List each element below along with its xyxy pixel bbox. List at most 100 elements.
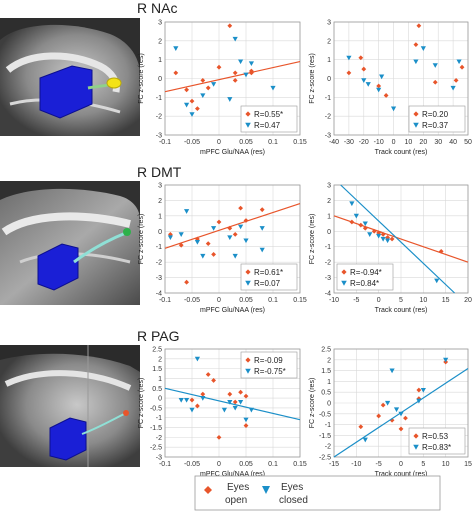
y-tick-label: -2.5 [150, 445, 162, 452]
x-tick-label: -0.05 [184, 139, 200, 146]
y-tick-label: -0.5 [150, 405, 162, 412]
r-value-open: R=-0.94* [350, 268, 382, 277]
scatter-pag-track: -15 -10 -5 0 5 10 15 -2.5 -2 -1.5 -1 -0.5 0 0.5 1 1.5 2 2… [309, 347, 472, 479]
point-closed [385, 400, 391, 406]
y-tick-label: -2 [325, 444, 331, 451]
point-open [173, 70, 179, 76]
y-tick-label: 0 [158, 229, 162, 236]
point-closed [178, 397, 184, 403]
x-axis-label: mPFC Glu/NAA (res) [200, 149, 265, 156]
y-tick-label: 1.5 [152, 366, 162, 373]
x-axis-label: Track count (res) [375, 471, 428, 478]
point-closed [211, 82, 217, 87]
point-closed [389, 368, 395, 374]
r-legend-marker-open [245, 357, 251, 363]
point-open [216, 64, 222, 70]
brain-image-pag [0, 345, 140, 467]
point-closed [189, 112, 195, 117]
y-tick-label: -1 [325, 95, 331, 102]
y-tick-label: -2 [156, 114, 162, 121]
point-open [432, 79, 438, 85]
point-open [403, 415, 408, 421]
point-open [211, 252, 216, 257]
plot-frame [164, 184, 301, 294]
point-closed [379, 74, 385, 80]
point-open [453, 77, 459, 83]
y-tick-label: -1 [156, 95, 162, 102]
r-value-closed: R=0.83* [422, 443, 451, 452]
point-open [227, 391, 233, 397]
point-closed [398, 411, 404, 417]
point-closed [443, 357, 449, 363]
point-open [189, 98, 195, 104]
brain-image-nac [0, 18, 140, 136]
x-tick-label: 30 [434, 139, 442, 146]
point-open [200, 391, 206, 397]
r-value-closed: R=0.37 [422, 121, 449, 130]
point-open [358, 55, 364, 61]
r-value-open: R=0.61* [254, 268, 283, 277]
point-closed [362, 437, 368, 443]
point-open [243, 423, 249, 428]
point-closed [259, 226, 265, 231]
x-tick-label: -20 [359, 139, 369, 146]
r-value-open: R=0.20 [422, 110, 449, 119]
point-closed [189, 407, 195, 413]
pag-roi-icon [123, 410, 129, 416]
legend-label-open-1: Eyes [227, 482, 249, 493]
legend-marker-closed [262, 486, 270, 494]
y-tick-label: 1.5 [321, 368, 331, 375]
r-legend-box [408, 105, 466, 133]
point-closed [238, 399, 244, 405]
y-tick-label: -3 [325, 275, 331, 282]
point-closed [434, 278, 440, 284]
roi-cube-icon [49, 417, 87, 461]
r-legend-marker-open [245, 111, 251, 117]
point-closed [413, 59, 419, 65]
point-open [232, 231, 238, 237]
r-legend-marker-closed [245, 368, 251, 374]
point-open [398, 426, 404, 432]
row-title-nac: R NAc [137, 0, 177, 16]
point-closed [200, 396, 206, 401]
x-tick-label: 10 [419, 297, 427, 304]
r-legend-box [240, 105, 298, 133]
point-closed [194, 356, 200, 362]
point-closed [385, 238, 391, 244]
point-closed [365, 82, 371, 87]
point-closed [450, 85, 456, 91]
y-tick-label: 3 [327, 183, 331, 190]
y-tick-label: 2 [158, 198, 162, 205]
point-closed [349, 201, 355, 207]
x-tick-label: 0 [217, 139, 221, 146]
x-tick-label: 0 [377, 297, 381, 304]
point-open [232, 70, 238, 76]
x-axis-label: Track count (res) [375, 307, 428, 314]
point-open [205, 372, 211, 377]
roi-cube-icon [39, 65, 93, 119]
y-tick-label: 1 [158, 57, 162, 64]
point-open [358, 424, 364, 430]
x-axis-label: mPFC Glu/NAA (res) [200, 471, 265, 478]
point-closed [184, 397, 190, 403]
point-open [195, 403, 200, 409]
r-legend-box [240, 351, 298, 379]
point-closed [232, 405, 238, 411]
point-closed [390, 106, 397, 112]
point-closed [173, 46, 179, 51]
y-tick-label: -3 [156, 275, 162, 282]
point-closed [367, 232, 373, 237]
y-tick-label: 0 [327, 229, 331, 236]
y-tick-label: -1 [325, 244, 331, 251]
r-legend-marker-closed [413, 444, 419, 450]
y-tick-label: 1 [327, 213, 331, 220]
point-open [205, 241, 211, 247]
point-open [249, 70, 254, 76]
x-tick-label: 0.05 [239, 461, 253, 468]
y-tick-label: -2 [156, 260, 162, 267]
y-tick-label: -3 [156, 133, 162, 140]
point-open [259, 207, 265, 213]
y-tick-label: -3 [325, 133, 331, 140]
r-legend-marker-closed [245, 280, 251, 286]
